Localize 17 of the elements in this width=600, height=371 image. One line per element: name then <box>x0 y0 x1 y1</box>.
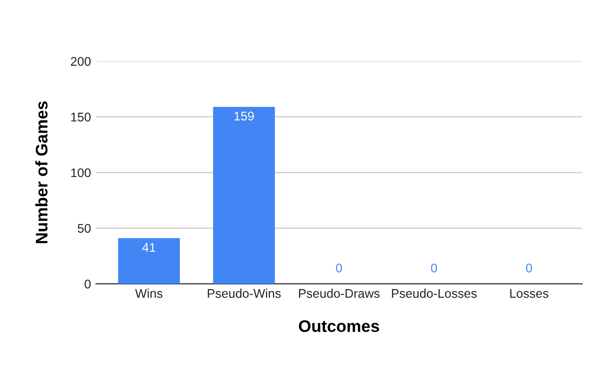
data-label: 0 <box>526 264 532 272</box>
data-label: 159 <box>234 112 254 120</box>
x-tick-label: Wins <box>135 288 162 298</box>
x-tick-label: Losses <box>510 289 548 298</box>
y-tick-label: 100 <box>71 168 91 178</box>
data-label: 0 <box>336 264 342 272</box>
x-tick-label: Pseudo-Wins <box>208 288 281 298</box>
x-axis-title: Outcomes <box>298 320 380 332</box>
y-tick-label: 150 <box>71 112 91 122</box>
x-tick-label: Pseudo-Losses <box>392 288 477 298</box>
y-axis-title: Number of Games <box>35 101 48 244</box>
data-label: 41 <box>142 243 156 252</box>
data-label: 0 <box>431 264 437 272</box>
y-tick-label: 0 <box>84 280 91 288</box>
y-tick-label: 200 <box>70 57 91 66</box>
x-tick-label: Pseudo-Draws <box>299 288 380 298</box>
y-tick-label: 50 <box>78 224 91 233</box>
